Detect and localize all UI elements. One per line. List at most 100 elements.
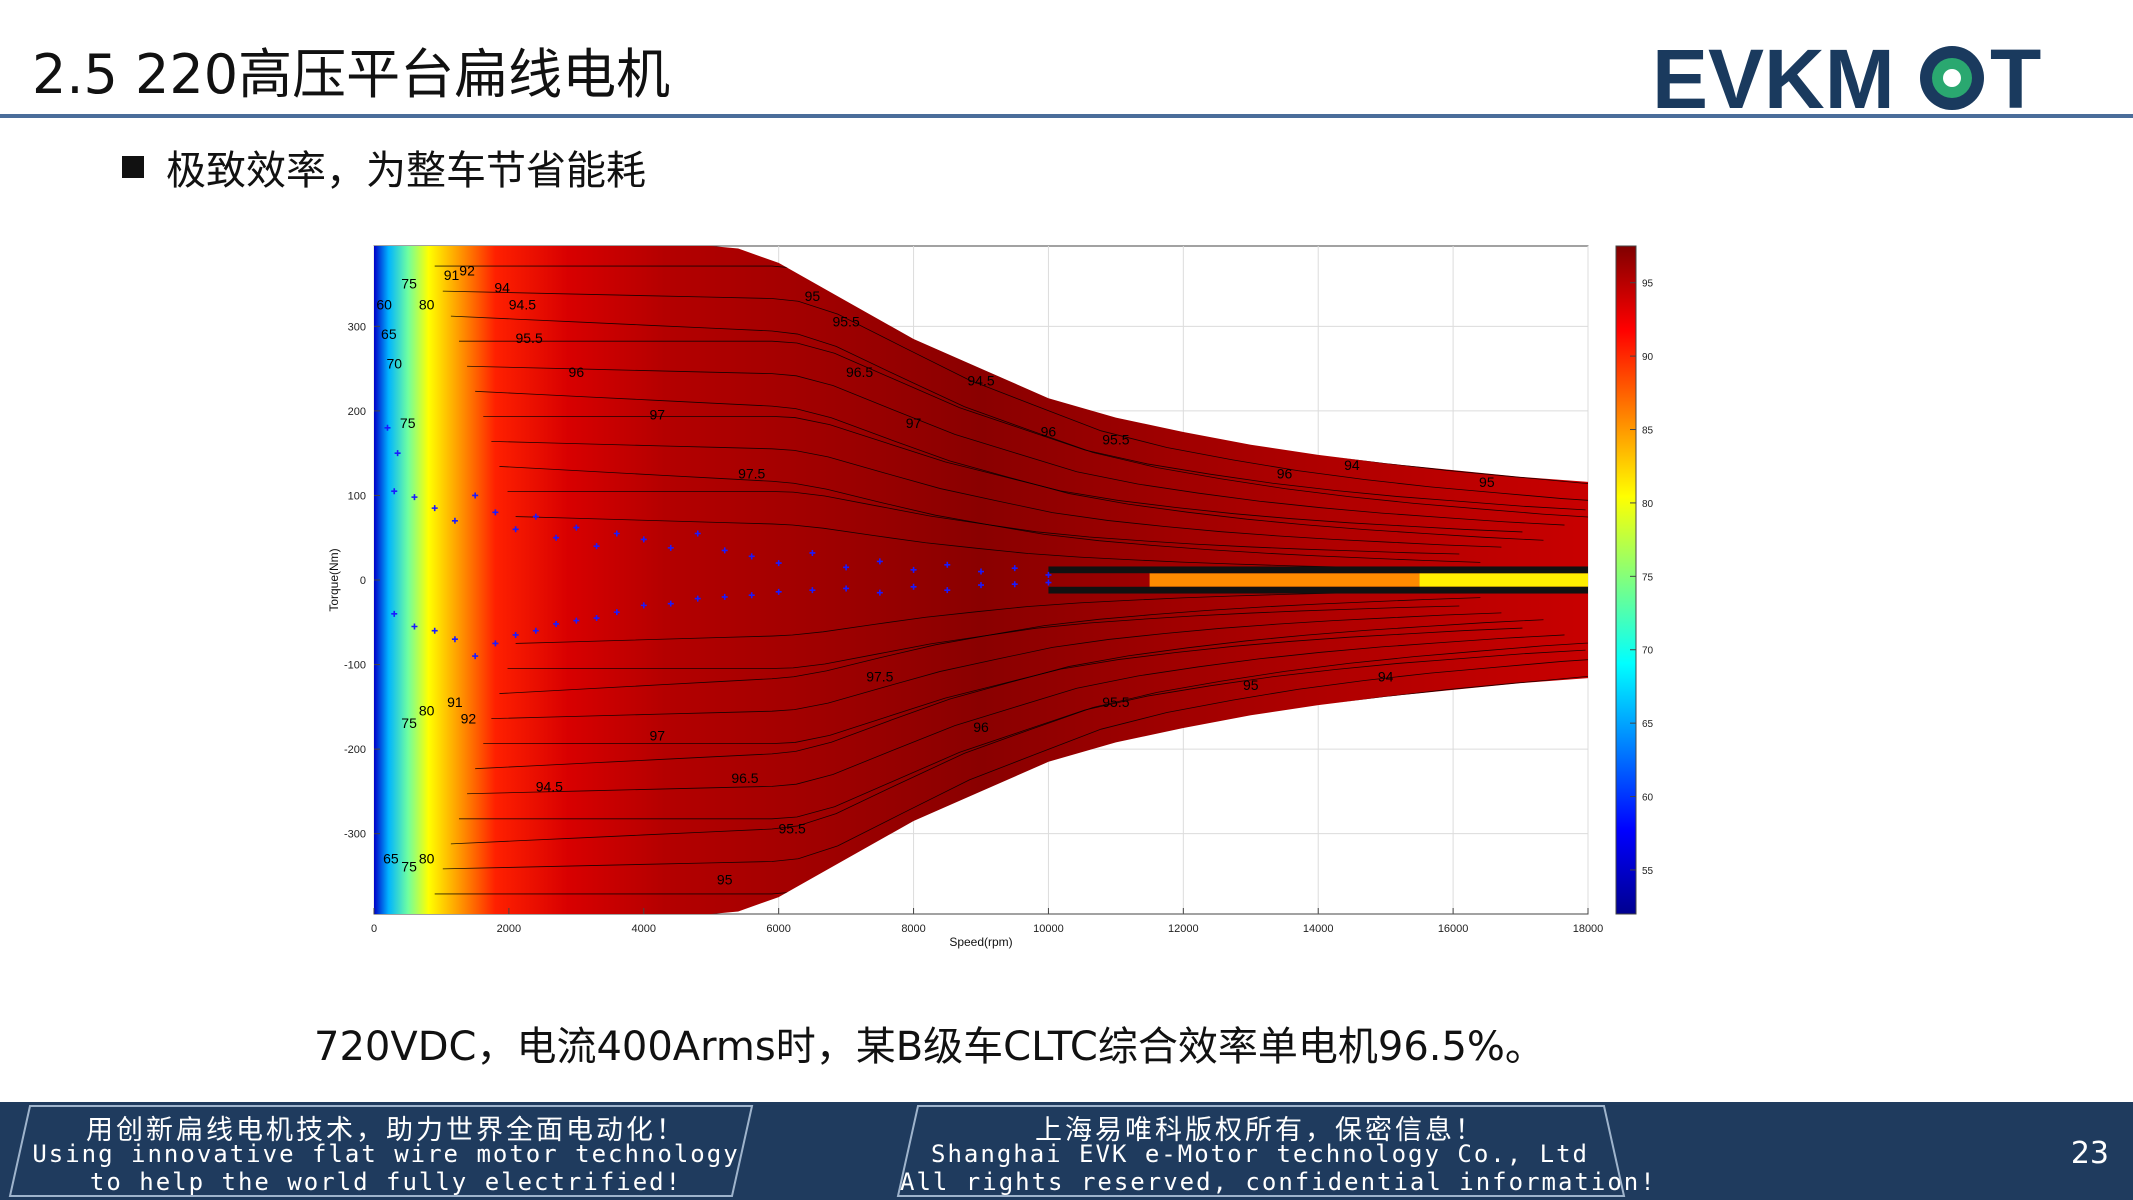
contour-line: [467, 634, 1565, 795]
footer-copyright-en1: Shanghai EVK e-Motor technology Co., Ltd: [931, 1140, 1589, 1168]
operating-point: [512, 631, 519, 638]
zero-torque-strip: [1048, 566, 1588, 594]
bullet-text: 极致效率，为整车节省能耗: [166, 148, 646, 194]
logo-text: EVKM: [1652, 32, 1895, 120]
operating-point: [1011, 581, 1018, 588]
operating-point: [910, 583, 917, 590]
contour-label: 95: [1479, 474, 1495, 490]
operating-point: [532, 513, 539, 520]
footer-frames: [8, 1105, 1626, 1197]
y-tick-label: -200: [344, 744, 366, 756]
contour-label: 95.5: [1102, 694, 1129, 710]
x-tick-label: 12000: [1168, 923, 1199, 935]
contour-label: 94: [494, 280, 510, 296]
contour-line: [483, 415, 1523, 533]
operating-point: [532, 627, 539, 634]
contour-line: [515, 590, 1439, 644]
contour-line: [515, 516, 1439, 570]
zero-strip-dense-top: [1048, 566, 1588, 574]
operating-point: [978, 582, 984, 589]
contour-line: [458, 649, 1586, 820]
footer-slogan: 用创新扁线电机技术，助力世界全面电动化！ Using innovative fl…: [10, 1102, 762, 1198]
contour-line: [499, 597, 1481, 694]
x-tick-label: 18000: [1573, 923, 1604, 935]
contour-line: [499, 466, 1481, 563]
x-axis-label: Speed(rpm): [949, 935, 1012, 949]
operating-point: [667, 544, 674, 551]
operating-point: [809, 587, 816, 594]
operating-point: [451, 517, 458, 524]
footer-slogan-en2: to help the world fully electrified!: [89, 1168, 683, 1196]
efficiency-map-chart: 91 929494.595.5969797.59595.596.59794.596…: [327, 245, 1654, 949]
contour-label: 65: [383, 850, 399, 866]
operating-point: [492, 640, 499, 647]
logo-gear-icon: [1920, 46, 1984, 110]
operating-point: [694, 595, 701, 602]
footer-copyright: 上海易唯科版权所有，保密信息！ Shanghai EVK e-Motor tec…: [900, 1102, 1655, 1198]
contour-label: 80: [419, 296, 435, 312]
x-tick-label: 10000: [1033, 923, 1064, 935]
contour-label: 97.5: [738, 466, 765, 482]
page-number: 23: [2070, 1136, 2109, 1171]
x-tick-label: 0: [371, 923, 377, 935]
colorbar-tick-label: 55: [1642, 866, 1654, 877]
operating-point: [1011, 565, 1018, 572]
contour-label: 80: [419, 702, 435, 718]
contour-line: [491, 612, 1502, 720]
contour-line: [507, 491, 1460, 555]
slide-title: 2.5 220高压平台扁线电机: [32, 43, 671, 106]
colorbar-tick-label: 75: [1642, 572, 1654, 583]
x-tick-label: 4000: [632, 923, 656, 935]
contour-line: [507, 605, 1460, 669]
contour-line: [442, 656, 1588, 870]
contour-labels: 91 929494.595.5969797.59595.596.59794.596…: [376, 263, 1495, 888]
title-rule: [0, 114, 2133, 118]
operating-point: [512, 526, 519, 533]
zero-strip-dense-bottom: [1048, 586, 1588, 594]
contour-label: 97.5: [866, 668, 893, 684]
operating-point: [721, 593, 728, 600]
y-tick-label: -300: [344, 829, 366, 841]
contour-line: [483, 627, 1523, 745]
operating-point: [944, 587, 951, 594]
contour-label: 95.5: [832, 313, 859, 329]
operating-point: [384, 424, 391, 431]
colorbar-tick-label: 90: [1642, 352, 1654, 363]
y-axis-ticks: -300 -200 -100 0 100 200 300: [344, 321, 380, 841]
y-tick-label: 300: [348, 321, 366, 333]
colorbar-ticks: 55 60 65 70 75 80 85 90 95: [1630, 279, 1654, 877]
operating-point: [391, 488, 398, 495]
operating-point: [843, 585, 850, 592]
bullet-square-icon: [122, 156, 144, 178]
operating-point: [553, 534, 560, 541]
footer-bar: [0, 1102, 2133, 1200]
operating-point: [843, 564, 850, 571]
contour-label: 96: [569, 364, 585, 380]
contour-label: 94.5: [536, 778, 563, 794]
contour-line: [467, 365, 1565, 526]
operating-point: [573, 524, 580, 531]
footer-slogan-en1: Using innovative flat wire motor technol…: [32, 1140, 740, 1168]
contour-line: [450, 641, 1588, 845]
x-tick-label: 8000: [901, 923, 925, 935]
contour-label: 94.5: [967, 373, 994, 389]
y-tick-label: -100: [344, 660, 366, 672]
operating-point: [721, 547, 728, 554]
contour-label: 91: [447, 694, 463, 710]
colorbar-tick-label: 70: [1642, 646, 1654, 657]
contour-label: 75: [401, 859, 417, 875]
contour-line: [491, 440, 1502, 548]
contour-label: 96.5: [731, 770, 758, 786]
operating-point: [640, 536, 647, 543]
contour-label: 65: [381, 326, 397, 342]
colorbar-tick-label: 65: [1642, 719, 1654, 730]
evkmot-logo: EVKM T: [1652, 32, 2041, 120]
operating-point: [910, 566, 917, 573]
contour-label: 95: [805, 288, 821, 304]
operating-point: [593, 543, 600, 550]
colorbar: [1615, 245, 1637, 915]
colorbar-tick-label: 85: [1642, 426, 1654, 437]
contour-label: 92: [461, 711, 477, 727]
x-tick-label: 14000: [1303, 923, 1334, 935]
contour-label: 80: [419, 850, 435, 866]
